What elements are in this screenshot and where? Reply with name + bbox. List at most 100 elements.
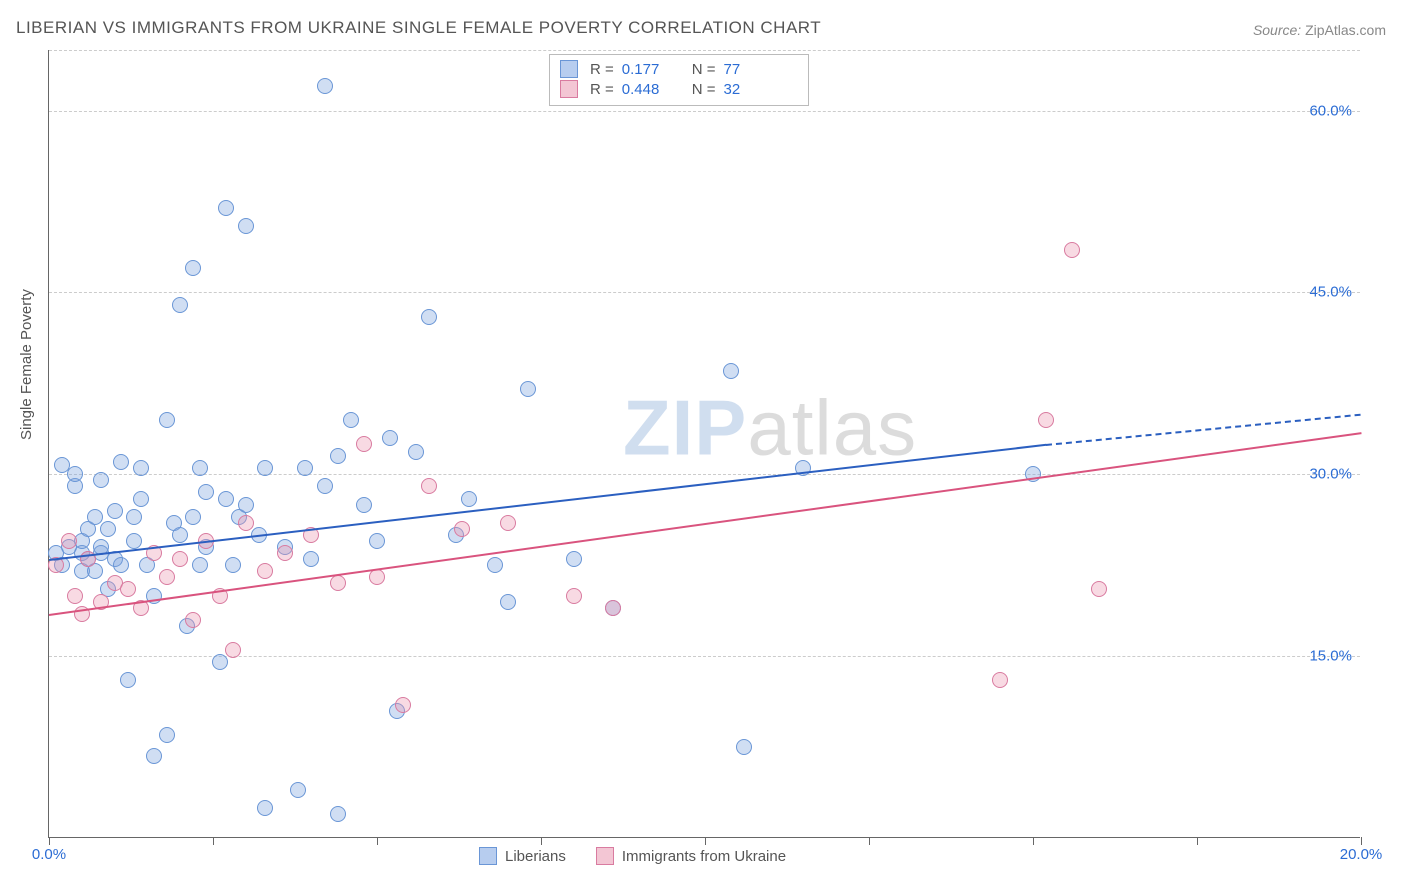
gridline [49,50,1360,51]
data-point-liberians [408,444,424,460]
data-point-liberians [133,460,149,476]
source-attribution: Source: ZipAtlas.com [1253,22,1386,38]
data-point-liberians [238,218,254,234]
data-point-liberians [566,551,582,567]
gridline [49,474,1360,475]
y-axis-label: Single Female Poverty [18,289,35,440]
data-point-liberians [212,654,228,670]
swatch-ukraine [596,847,614,865]
chart-title: LIBERIAN VS IMMIGRANTS FROM UKRAINE SING… [16,18,821,38]
legend-series: Liberians Immigrants from Ukraine [479,847,786,865]
data-point-liberians [500,594,516,610]
n-label: N = [692,81,716,98]
data-point-liberians [133,491,149,507]
x-tick-label: 20.0% [1340,846,1383,863]
data-point-liberians [303,551,319,567]
r-label: R = [590,61,614,78]
data-point-ukraine [225,642,241,658]
data-point-liberians [421,309,437,325]
data-point-liberians [159,412,175,428]
x-tick [49,837,50,845]
data-point-ukraine [185,612,201,628]
data-point-ukraine [61,533,77,549]
r-label: R = [590,81,614,98]
data-point-liberians [126,533,142,549]
data-point-liberians [87,509,103,525]
y-tick-label: 30.0% [1309,466,1352,483]
gridline [49,111,1360,112]
y-tick-label: 45.0% [1309,284,1352,301]
data-point-liberians [120,672,136,688]
data-point-liberians [113,454,129,470]
data-point-ukraine [172,551,188,567]
data-point-ukraine [356,436,372,452]
trend-line [1046,414,1361,446]
y-tick-label: 60.0% [1309,102,1352,119]
data-point-liberians [356,497,372,513]
data-point-liberians [297,460,313,476]
r-value-liberians: 0.177 [622,61,678,78]
data-point-liberians [198,484,214,500]
data-point-liberians [225,557,241,573]
data-point-liberians [159,727,175,743]
data-point-liberians [172,527,188,543]
x-tick [1033,837,1034,845]
y-tick-label: 15.0% [1309,648,1352,665]
n-label: N = [692,61,716,78]
data-point-liberians [257,460,273,476]
data-point-liberians [107,503,123,519]
x-tick [1361,837,1362,845]
legend-label-liberians: Liberians [505,848,566,865]
source-value: ZipAtlas.com [1305,22,1386,38]
n-value-ukraine: 32 [724,81,741,98]
watermark-atlas: atlas [747,383,917,471]
legend-label-ukraine: Immigrants from Ukraine [622,848,786,865]
data-point-liberians [192,460,208,476]
data-point-ukraine [566,588,582,604]
swatch-liberians [479,847,497,865]
gridline [49,292,1360,293]
data-point-liberians [146,748,162,764]
x-tick [377,837,378,845]
data-point-liberians [317,78,333,94]
data-point-liberians [192,557,208,573]
data-point-liberians [290,782,306,798]
n-value-liberians: 77 [724,61,741,78]
legend-row-ukraine: R = 0.448 N = 32 [560,79,798,99]
data-point-ukraine [395,697,411,713]
data-point-liberians [185,509,201,525]
data-point-liberians [330,806,346,822]
legend-item-liberians: Liberians [479,847,566,865]
data-point-liberians [487,557,503,573]
data-point-ukraine [992,672,1008,688]
data-point-liberians [343,412,359,428]
x-tick-label: 0.0% [32,846,66,863]
data-point-ukraine [257,563,273,579]
source-label: Source: [1253,22,1301,38]
data-point-liberians [330,448,346,464]
data-point-liberians [172,297,188,313]
data-point-liberians [113,557,129,573]
watermark-zip: ZIP [623,383,747,471]
data-point-liberians [520,381,536,397]
data-point-ukraine [67,588,83,604]
data-point-liberians [218,491,234,507]
data-point-ukraine [605,600,621,616]
data-point-liberians [723,363,739,379]
data-point-liberians [317,478,333,494]
x-tick [869,837,870,845]
data-point-liberians [461,491,477,507]
gridline [49,656,1360,657]
plot-area: ZIPatlas R = 0.177 N = 77 R = 0.448 N = … [48,50,1360,838]
x-tick [705,837,706,845]
data-point-ukraine [1091,581,1107,597]
data-point-liberians [100,521,116,537]
legend-row-liberians: R = 0.177 N = 77 [560,59,798,79]
data-point-ukraine [500,515,516,531]
x-tick [1197,837,1198,845]
x-tick [213,837,214,845]
data-point-ukraine [369,569,385,585]
data-point-ukraine [330,575,346,591]
data-point-liberians [218,200,234,216]
data-point-liberians [238,497,254,513]
